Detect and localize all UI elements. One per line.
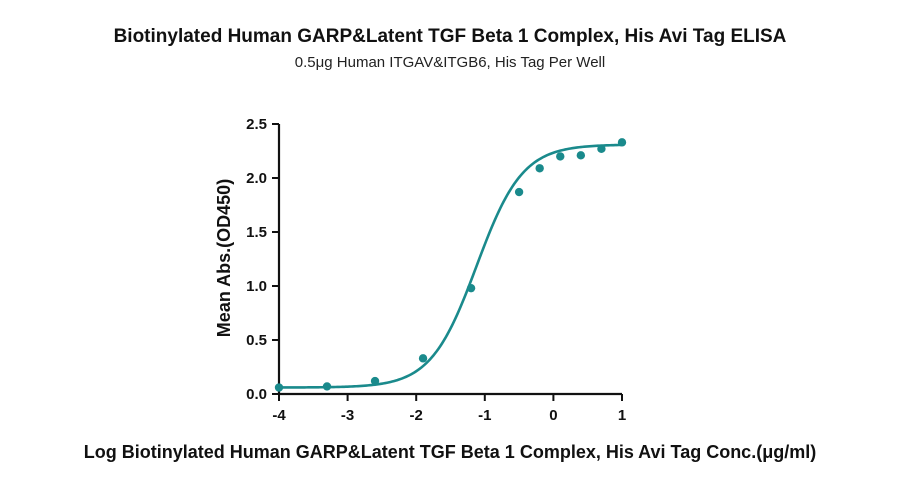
y-tick-label: 0.0 <box>246 386 267 403</box>
x-tick-label: 1 <box>618 407 626 424</box>
x-tick-label: -1 <box>478 407 491 424</box>
data-point <box>576 151 586 160</box>
x-tick-label: -3 <box>341 407 354 424</box>
data-point <box>466 283 476 293</box>
data-point <box>418 354 428 363</box>
y-axis-label: Mean Abs.(OD450) <box>214 179 234 337</box>
x-tick-label: -2 <box>410 407 423 424</box>
x-axis-label: Log Biotinylated Human GARP&Latent TGF B… <box>84 442 816 462</box>
plot-area: 0.0 0.5 1.0 1.5 2.0 2.5 -4 -3 -2 -1 0 1 <box>246 116 627 424</box>
y-tick-label: 2.5 <box>246 116 267 133</box>
chart-subtitle: 0.5μg Human ITGAV&ITGB6, His Tag Per Wel… <box>295 54 605 71</box>
x-tick-label: -4 <box>272 407 286 424</box>
data-point <box>617 138 627 147</box>
x-tick-label: 0 <box>549 407 557 424</box>
y-tick-label: 0.5 <box>246 332 267 349</box>
data-point <box>322 382 332 391</box>
y-tick-label: 1.5 <box>246 224 267 241</box>
data-point <box>597 144 606 154</box>
y-tick-label: 1.0 <box>246 278 267 295</box>
data-point <box>514 187 524 197</box>
chart-title: Biotinylated Human GARP&Latent TGF Beta … <box>114 26 787 47</box>
fit-curve <box>278 143 623 389</box>
data-point <box>370 376 380 386</box>
data-point <box>535 164 544 173</box>
y-tick-label: 2.0 <box>246 170 267 187</box>
data-point <box>274 383 284 392</box>
data-point <box>556 152 565 161</box>
